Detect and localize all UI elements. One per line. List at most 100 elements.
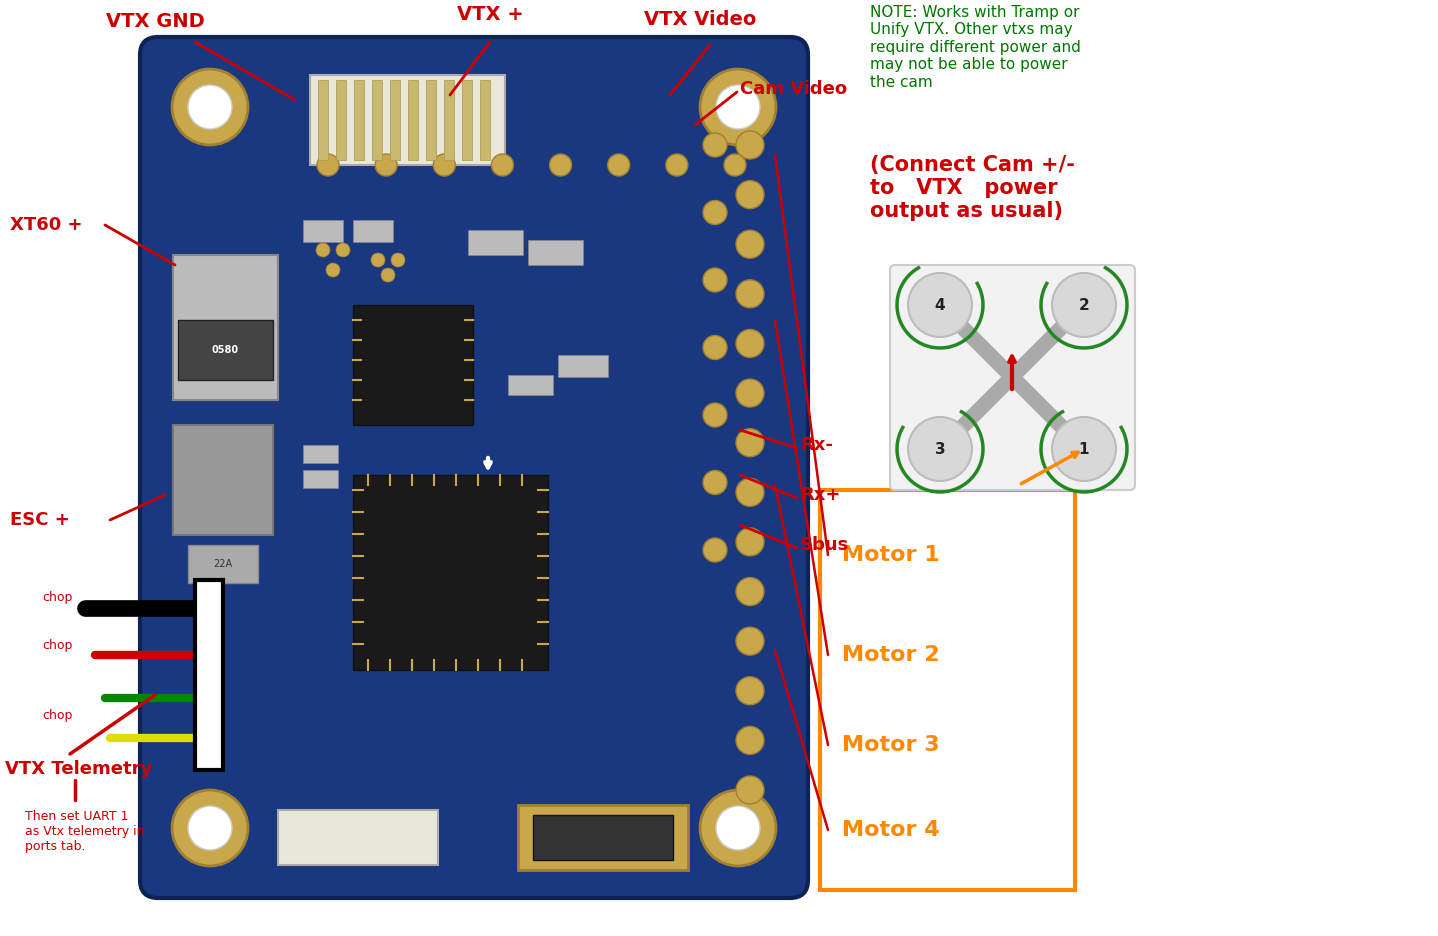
Circle shape [188,85,232,129]
Bar [278,810,439,865]
Circle shape [316,154,339,176]
Circle shape [716,806,761,850]
Circle shape [736,726,764,754]
Circle shape [391,253,406,267]
Circle shape [736,379,764,407]
Circle shape [371,253,385,267]
Circle shape [736,131,764,159]
Text: Motor 4: Motor 4 [843,820,939,840]
Text: Then set UART 1
as Vtx telemetry in
ports tab.: Then set UART 1 as Vtx telemetry in port… [24,810,144,853]
Bar [467,230,523,255]
Circle shape [736,429,764,457]
Text: 22A: 22A [213,559,233,569]
Circle shape [492,154,513,176]
Circle shape [173,790,247,866]
Bar [303,220,344,242]
Text: Motor 2: Motor 2 [843,645,939,665]
Circle shape [375,154,397,176]
Circle shape [700,69,777,145]
Bar [528,240,582,265]
Circle shape [736,578,764,606]
Bar [518,805,687,870]
FancyBboxPatch shape [890,265,1135,490]
Bar [173,255,278,400]
Circle shape [188,806,232,850]
Bar [444,80,454,160]
Text: 0580: 0580 [211,345,239,355]
Circle shape [736,280,764,308]
Bar [318,80,328,160]
Bar [558,355,608,377]
Bar [426,80,436,160]
Circle shape [703,471,728,494]
Text: 3: 3 [935,442,945,457]
Circle shape [723,154,746,176]
Bar [408,80,418,160]
Bar [533,815,673,860]
Bar [178,320,273,380]
Text: 1: 1 [1078,442,1089,457]
Circle shape [736,528,764,556]
Text: VTX +: VTX + [457,5,523,24]
Circle shape [326,263,339,277]
Circle shape [1053,417,1116,481]
Circle shape [907,273,972,337]
Text: VTX Telemetry: VTX Telemetry [4,760,152,778]
Circle shape [700,790,777,866]
Text: 2: 2 [1078,298,1090,313]
Bar [462,80,472,160]
Circle shape [736,181,764,209]
Circle shape [173,69,247,145]
Text: Motor 3: Motor 3 [843,735,939,755]
Text: Cam Video: Cam Video [741,80,847,98]
Text: XT60 +: XT60 + [10,216,82,234]
Bar [173,425,273,535]
Circle shape [703,403,728,427]
Circle shape [316,243,329,257]
Bar [303,445,338,463]
Circle shape [336,243,349,257]
Circle shape [549,154,571,176]
Circle shape [736,776,764,804]
Circle shape [736,478,764,506]
Circle shape [703,133,728,157]
Circle shape [736,230,764,258]
Bar [480,80,490,160]
Bar [336,80,347,160]
Circle shape [703,268,728,292]
Text: chop: chop [42,638,72,651]
Text: ESC +: ESC + [10,511,70,529]
Bar [311,75,505,165]
FancyBboxPatch shape [139,37,808,898]
Text: 4: 4 [935,298,945,313]
Text: Sbus: Sbus [800,536,850,554]
Circle shape [736,329,764,358]
Bar [303,470,338,488]
Bar [372,80,383,160]
Circle shape [608,154,630,176]
Bar [352,220,393,242]
Circle shape [381,268,395,282]
Circle shape [716,85,761,129]
Bar [352,305,473,425]
Circle shape [703,200,728,225]
Circle shape [666,154,687,176]
Circle shape [703,335,728,359]
Circle shape [1053,273,1116,337]
Text: Motor 1: Motor 1 [843,545,940,565]
Text: chop: chop [42,709,72,722]
Circle shape [736,677,764,705]
Text: Rx+: Rx+ [800,486,840,504]
Text: NOTE: Works with Tramp or
Unify VTX. Other vtxs may
require different power and
: NOTE: Works with Tramp or Unify VTX. Oth… [870,5,1081,90]
Bar [820,490,1076,890]
Text: VTX GND: VTX GND [105,12,204,31]
Circle shape [907,417,972,481]
Circle shape [736,627,764,655]
Text: chop: chop [42,591,72,604]
Bar [352,475,548,670]
Bar [354,80,364,160]
Text: VTX Video: VTX Video [644,10,756,29]
Bar [508,375,554,395]
Bar [188,545,257,583]
Circle shape [703,538,728,562]
